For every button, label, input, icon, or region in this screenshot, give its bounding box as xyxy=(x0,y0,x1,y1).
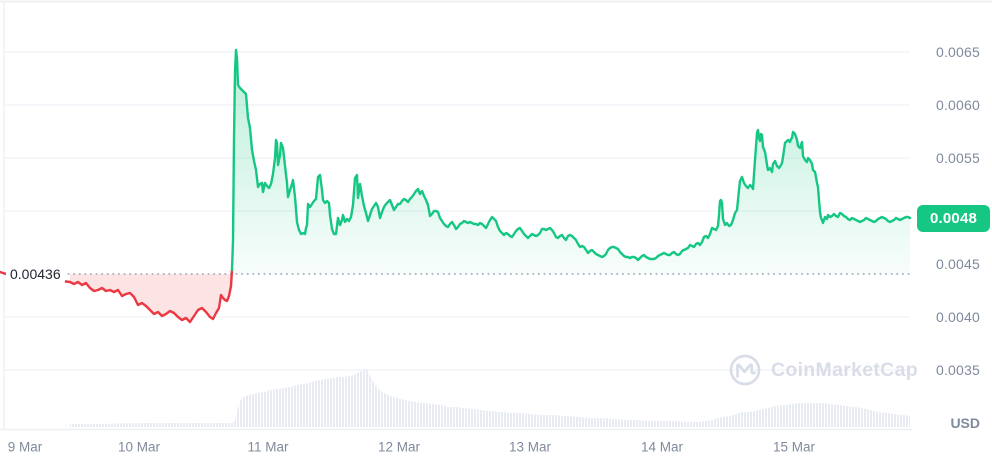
current-price-badge: 0.0048 xyxy=(917,205,990,232)
y-tick-0.0040: 0.0040 xyxy=(935,309,980,325)
x-tick-13-Mar: 13 Mar xyxy=(508,439,552,455)
x-tick-11-Mar: 11 Mar xyxy=(247,439,289,455)
price-line-up xyxy=(230,48,912,272)
coinmarketcap-logo-icon xyxy=(729,354,761,386)
y-tick-0.0045: 0.0045 xyxy=(935,256,980,272)
x-tick-12-Mar: 12 Mar xyxy=(377,439,421,455)
y-tick-0.0055: 0.0055 xyxy=(935,150,980,166)
price-line-down xyxy=(0,268,234,324)
price-area-above-open xyxy=(232,50,910,274)
y-tick-0.0065: 0.0065 xyxy=(935,44,980,60)
y-tick-0.0035: 0.0035 xyxy=(935,362,980,378)
currency-unit-label: USD xyxy=(950,415,980,431)
y-tick-0.0060: 0.0060 xyxy=(935,97,980,113)
coinmarketcap-watermark: CoinMarketCap xyxy=(728,353,918,387)
volume-area xyxy=(70,369,910,427)
x-tick-14-Mar: 14 Mar xyxy=(640,439,684,455)
price-area-below-open xyxy=(70,270,232,322)
x-tick-10-Mar: 10 Mar xyxy=(117,439,161,455)
watermark-text: CoinMarketCap xyxy=(771,358,918,381)
open-price-baseline-label: 0.00436 xyxy=(6,265,65,283)
x-tick-15-Mar: 15 Mar xyxy=(772,439,816,455)
x-tick-9-Mar: 9 Mar xyxy=(7,439,43,455)
